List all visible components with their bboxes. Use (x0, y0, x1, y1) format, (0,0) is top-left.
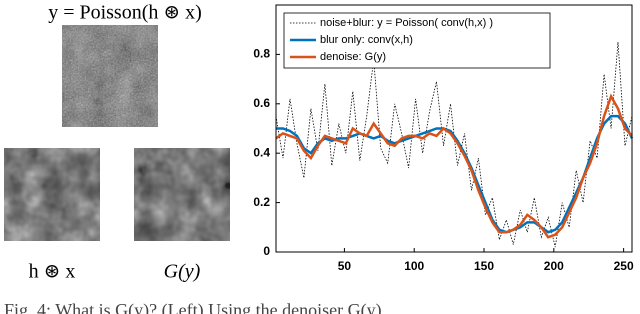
blurred-image-texture (4, 148, 100, 241)
panel-label: h ⊛ x (29, 261, 76, 283)
y-tick-label: 0.8 (253, 47, 270, 61)
x-tick-label: 100 (404, 259, 424, 273)
panel-label: y = Poisson(h ⊛ x) (48, 2, 202, 24)
y-tick-label: 0.2 (253, 195, 270, 209)
y-tick-label: 0 (263, 244, 270, 258)
x-tick-label: 150 (474, 259, 494, 273)
x-tick-label: 250 (614, 259, 634, 273)
legend-label: noise+blur: y = Poisson( conv(h,x) ) (320, 17, 493, 29)
x-tick-label: 50 (338, 259, 352, 273)
noisy-image-structure (62, 25, 158, 127)
data-line (275, 42, 633, 248)
data-line (275, 93, 633, 239)
denoised-image-texture (134, 148, 230, 241)
y-tick-label: 0.6 (253, 96, 270, 110)
y-tick-label: 0.4 (253, 145, 270, 159)
legend-box (283, 12, 551, 69)
panel-label: G(y) (164, 261, 201, 283)
x-tick-label: 200 (544, 259, 564, 273)
legend-label: blur only: conv(x,h) (320, 34, 413, 46)
plot-frame (275, 4, 633, 253)
legend-label: denoise: G(y) (320, 51, 386, 63)
caption: Fig. 4: What is G(y)? (Left) Using the d… (4, 300, 382, 314)
